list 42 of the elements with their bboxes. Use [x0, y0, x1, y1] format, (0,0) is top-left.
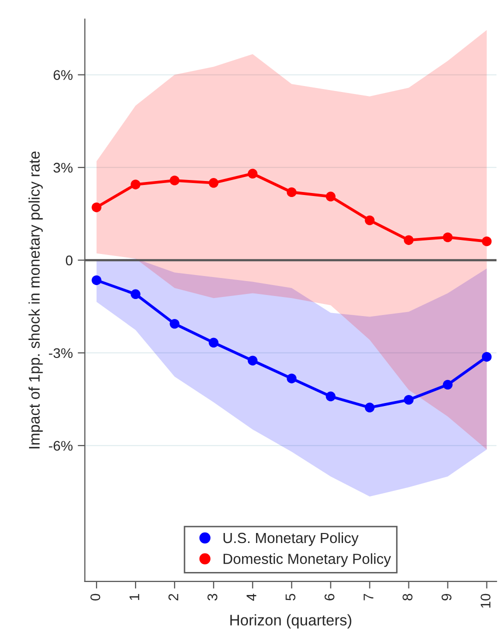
point	[442, 380, 453, 390]
point	[286, 374, 297, 384]
y-tick-label: 3%	[53, 162, 73, 173]
x-tick-label: 1	[130, 594, 140, 600]
point	[326, 392, 336, 402]
point	[208, 338, 218, 348]
y-tick-label: -6%	[48, 440, 73, 451]
x-tick-label: 0	[90, 594, 100, 600]
point	[170, 176, 180, 186]
y-tick-label: -3%	[48, 348, 73, 358]
legend-label: Domestic Monetary Policy	[224, 553, 391, 567]
x-tick-label: 4	[246, 594, 256, 601]
point	[170, 318, 180, 329]
x-tick-label: 9	[442, 594, 452, 600]
point	[404, 235, 414, 245]
point	[364, 402, 375, 412]
point	[208, 178, 218, 188]
x-tick-label: 2	[168, 594, 178, 600]
point	[404, 394, 414, 405]
x-tick-label: 8	[402, 594, 412, 600]
point	[326, 192, 336, 202]
x-tick-label: 3	[207, 594, 218, 600]
legend-label: U.S. Monetary Policy	[224, 532, 359, 546]
point	[482, 352, 492, 362]
point	[92, 275, 102, 286]
point	[248, 168, 258, 179]
x-tick-label: 6	[324, 594, 334, 600]
point	[286, 187, 297, 198]
x-tick-label: 10	[480, 594, 490, 608]
point	[130, 180, 140, 190]
point	[442, 232, 453, 242]
point	[482, 236, 492, 246]
x-axis-title: Horizon (quarters)	[230, 614, 352, 629]
point	[248, 356, 258, 366]
y-axis-title: Impact of 1pp. shock in monetary policy rate	[28, 152, 43, 448]
x-tick-label: 5	[286, 594, 296, 600]
y-tick-label: 0	[66, 256, 72, 266]
x-tick-label: 7	[364, 594, 374, 600]
y-tick-label: 6%	[54, 70, 73, 80]
point	[92, 202, 102, 212]
point	[364, 215, 375, 226]
point	[130, 289, 140, 300]
